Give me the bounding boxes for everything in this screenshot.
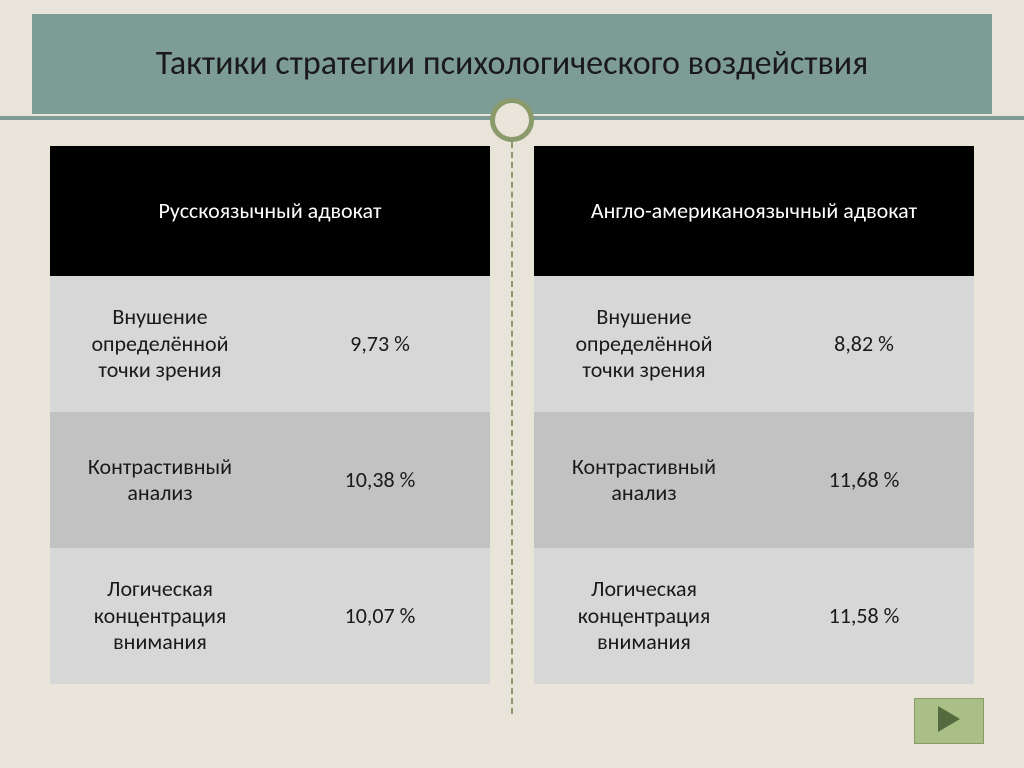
row-label: Логическая концентрация внимания bbox=[50, 548, 270, 684]
row-value: 10,38 % bbox=[270, 412, 490, 548]
tables-container: Русскоязычный адвокат Внушение определён… bbox=[50, 146, 974, 688]
row-label: Внушение определённой точки зрения bbox=[50, 276, 270, 412]
table-row: Внушение определённой точки зрения 9,73 … bbox=[50, 276, 490, 412]
right-table: Англо-американоязычный адвокат Внушение … bbox=[534, 146, 974, 688]
row-value: 11,58 % bbox=[754, 548, 974, 684]
row-label: Логическая концентрация внимания bbox=[534, 548, 754, 684]
row-label: Внушение определённой точки зрения bbox=[534, 276, 754, 412]
row-value: 9,73 % bbox=[270, 276, 490, 412]
left-table-header: Русскоязычный адвокат bbox=[50, 146, 490, 276]
row-value: 8,82 % bbox=[754, 276, 974, 412]
circle-decoration bbox=[490, 98, 534, 142]
table-row: Контрастивный анализ 10,38 % bbox=[50, 412, 490, 548]
table-row: Контрастивный анализ 11,68 % bbox=[534, 412, 974, 548]
row-value: 11,68 % bbox=[754, 412, 974, 548]
table-row: Внушение определённой точки зрения 8,82 … bbox=[534, 276, 974, 412]
row-label: Контрастивный анализ bbox=[50, 412, 270, 548]
play-icon bbox=[936, 704, 962, 739]
row-value: 10,07 % bbox=[270, 548, 490, 684]
row-label: Контрастивный анализ bbox=[534, 412, 754, 548]
next-slide-button[interactable] bbox=[914, 698, 984, 744]
table-row: Логическая концентрация внимания 11,58 % bbox=[534, 548, 974, 684]
right-table-header: Англо-американоязычный адвокат bbox=[534, 146, 974, 276]
left-table: Русскоязычный адвокат Внушение определён… bbox=[50, 146, 490, 688]
table-row: Логическая концентрация внимания 10,07 % bbox=[50, 548, 490, 684]
